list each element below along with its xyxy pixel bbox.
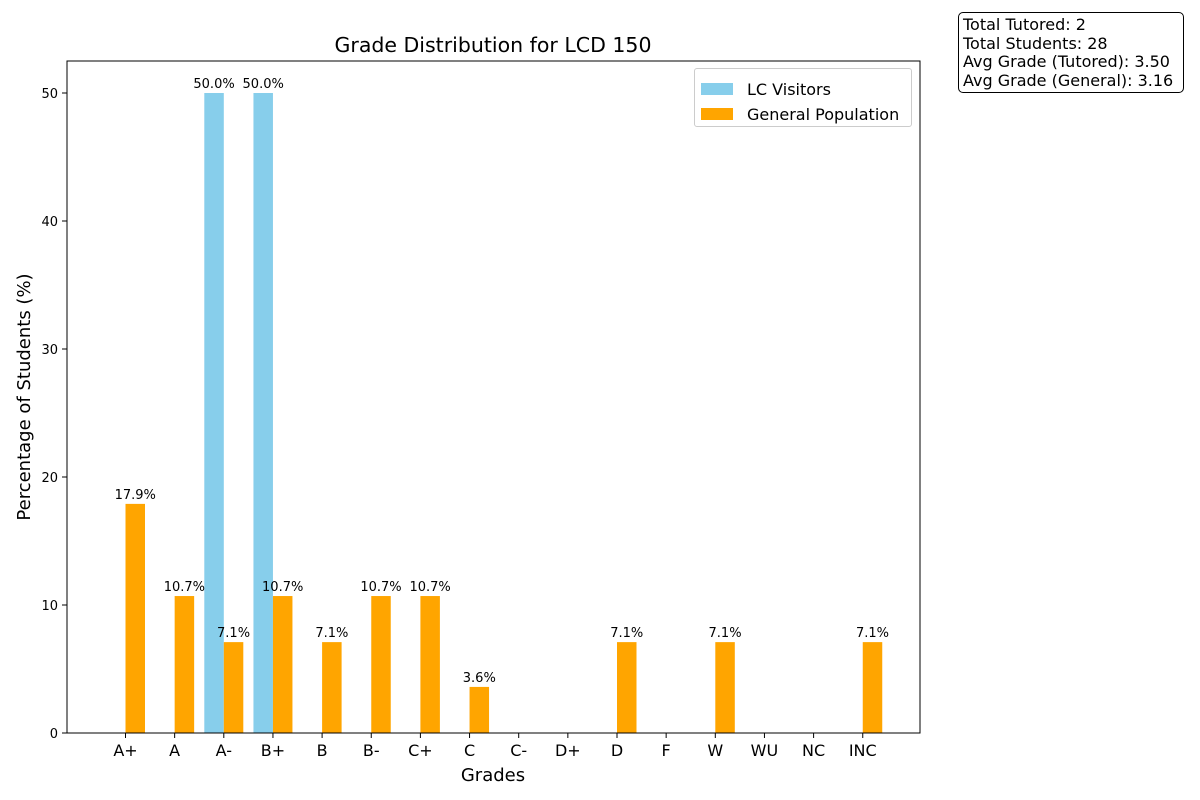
y-tick-label-20: 20 <box>41 471 58 486</box>
bar-general-population-b <box>272 596 293 733</box>
bar-lc-visitors-b <box>253 93 273 733</box>
bars-group <box>125 93 883 733</box>
x-tick-label-a: A <box>169 741 180 760</box>
bar-label-general-population-d: 7.1% <box>610 626 643 641</box>
x-axis-ticks: A+ A A- B+ B B- C+ C C- D+ D F W WU NC INC <box>113 733 877 760</box>
x-tick-label-f: F <box>662 741 671 760</box>
summary-stats-box: Total Tutored: 2 Total Students: 28 Avg … <box>958 12 1184 93</box>
y-axis-label: Percentage of Students (%) <box>14 273 35 520</box>
y-tick-label-30: 30 <box>41 343 58 358</box>
bar-general-population-b <box>371 596 391 733</box>
x-tick-label-b: B+ <box>261 741 285 760</box>
x-tick-label-c: C- <box>510 741 527 760</box>
bar-label-general-population-b: 10.7% <box>262 580 303 595</box>
bar-labels-group: 50.0% 50.0% 17.9% 10.7% 7.1% 10.7% 7.1% 10.7% 10… <box>115 77 889 686</box>
bar-label-general-population-b: 10.7% <box>360 580 401 595</box>
x-tick-label-b: B <box>317 741 328 760</box>
legend-swatch-general-population <box>701 108 733 120</box>
total-tutored-text: Total Tutored: 2 <box>963 15 1086 34</box>
bar-label-general-population-w: 7.1% <box>709 626 742 641</box>
y-tick-label-50: 50 <box>41 87 58 102</box>
bar-label-general-population-a: 7.1% <box>217 626 250 641</box>
avg-grade-tutored-text: Avg Grade (Tutored): 3.50 <box>963 52 1170 71</box>
bar-label-general-population-b: 7.1% <box>315 626 348 641</box>
bar-label-general-population-inc: 7.1% <box>856 626 889 641</box>
x-axis-label: Grades <box>461 765 525 786</box>
bar-label-general-population-c: 3.6% <box>463 671 496 686</box>
bar-label-general-population-c: 10.7% <box>409 580 450 595</box>
x-tick-label-c: C <box>464 741 475 760</box>
legend-item-lc-visitors: LC Visitors <box>701 79 831 99</box>
bar-general-population-a <box>125 503 145 733</box>
x-tick-label-d: D <box>611 741 623 760</box>
y-tick-label-40: 40 <box>41 215 58 230</box>
y-tick-label-0: 0 <box>50 727 58 742</box>
x-tick-label-a: A+ <box>113 741 137 760</box>
bar-general-population-b <box>322 642 342 733</box>
legend-item-general-population: General Population <box>701 104 899 124</box>
x-tick-label-wu: WU <box>751 741 779 760</box>
bar-general-population-w <box>715 642 735 733</box>
x-tick-label-d: D+ <box>555 741 581 760</box>
x-tick-label-nc: NC <box>802 741 825 760</box>
x-tick-label-c: C+ <box>408 741 433 760</box>
bar-lc-visitors-a <box>204 93 224 733</box>
bar-label-general-population-a: 10.7% <box>164 580 205 595</box>
total-students-text: Total Students: 28 <box>963 33 1108 53</box>
plot-area-frame <box>66 60 921 734</box>
bar-label-general-population-a: 17.9% <box>115 488 156 503</box>
bar-general-population-c <box>420 596 440 733</box>
chart-legend: LC Visitors General Population <box>694 68 912 127</box>
bar-label-lc-visitors-a: 50.0% <box>193 77 234 92</box>
bar-label-lc-visitors-b: 50.0% <box>243 77 284 92</box>
bar-general-population-inc <box>862 642 883 733</box>
x-tick-label-inc: INC <box>849 741 877 760</box>
chart-title: Grade Distribution for LCD 150 <box>335 33 652 57</box>
bar-general-population-d <box>617 642 637 733</box>
x-tick-label-b: B- <box>363 741 380 760</box>
bar-general-population-a <box>223 642 244 733</box>
legend-swatch-lc-visitors <box>701 83 733 95</box>
x-tick-label-a: A- <box>216 741 232 760</box>
legend-label-general-population: General Population <box>747 104 900 124</box>
y-axis-ticks: 0 10 20 30 40 50 <box>41 87 67 742</box>
bar-general-population-a <box>174 596 195 733</box>
x-tick-label-w: W <box>707 741 723 760</box>
y-tick-label-10: 10 <box>41 599 58 614</box>
legend-label-lc-visitors: LC Visitors <box>747 79 831 99</box>
avg-grade-general-text: Avg Grade (General): 3.16 <box>963 70 1174 90</box>
bar-general-population-c <box>469 686 490 733</box>
